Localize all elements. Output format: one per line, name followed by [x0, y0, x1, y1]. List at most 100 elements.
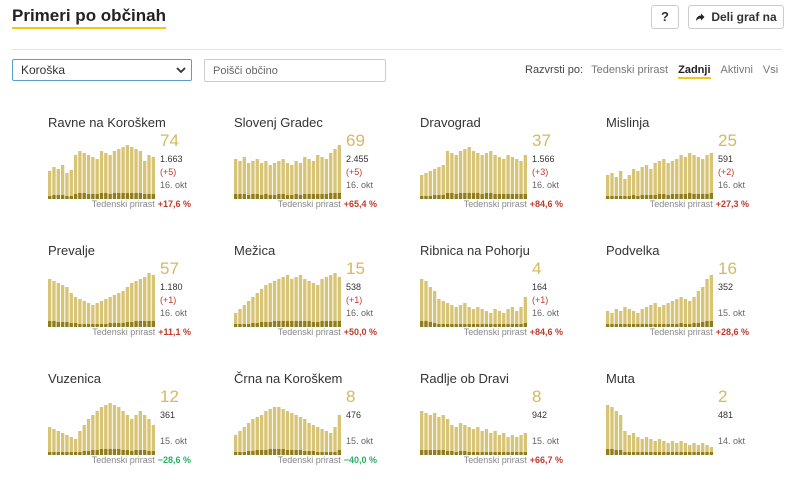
sparkline-bar	[692, 297, 696, 327]
sparkline-bar-new-cases	[454, 324, 458, 327]
last-update-date: 16. okt	[532, 180, 560, 190]
municipality-card[interactable]: Vuzenica 12 361 15. okt Tedenski prirast −28,…	[48, 371, 213, 489]
sparkline-bar-new-cases	[147, 451, 151, 455]
municipality-card[interactable]: Mežica 15 538 (+1) 16. okt Tedenski prirast +5…	[234, 243, 399, 361]
sparkline-bar	[675, 299, 679, 327]
sparkline-bar-new-cases	[234, 324, 238, 327]
municipality-card[interactable]: Muta 2 481 14. okt	[606, 371, 771, 489]
sparkline-bar-new-cases	[121, 450, 125, 455]
sparkline-bar-new-cases	[420, 196, 424, 199]
daily-delta: (+2)	[718, 167, 735, 177]
sparkline-bar	[696, 445, 701, 455]
weekly-growth-value: +28,6 %	[715, 327, 749, 337]
sparkline-bar	[294, 277, 298, 327]
sparkline-bar	[679, 441, 683, 455]
sparkline-bar	[515, 311, 519, 327]
municipality-card[interactable]: Slovenj Gradec 69 2.455 (+5) 16. okt Tedenski…	[234, 115, 399, 233]
sparkline-bar-new-cases	[234, 194, 238, 199]
daily-delta: (+5)	[160, 167, 177, 177]
municipality-card[interactable]: Ribnica na Pohorju 4 164 (+1) 16. okt Tedensk…	[420, 243, 585, 361]
sparkline-bar	[285, 411, 290, 455]
municipality-card[interactable]: Mislinja 25 591 (+2) 16. okt Tedenski prirast…	[606, 115, 771, 233]
sparkline-bar	[86, 155, 91, 199]
sparkline-bar	[692, 155, 696, 199]
sparkline-bar-new-cases	[48, 321, 52, 327]
weekly-growth-label: Tedenski prirast	[277, 199, 341, 209]
sparkline-bar	[73, 155, 78, 199]
municipality-card[interactable]: Podvelka 16 352 15. okt Tedenski prirast +28,…	[606, 243, 771, 361]
sparkline-bar-new-cases	[497, 194, 502, 199]
municipality-search-input[interactable]	[204, 59, 386, 82]
sparkline-bar	[618, 415, 623, 455]
sort-option-latest[interactable]: Zadnji	[678, 64, 711, 79]
sparkline-bar	[337, 415, 341, 455]
sparkline-bar-new-cases	[303, 321, 307, 327]
help-button[interactable]: ?	[651, 5, 679, 29]
municipality-name: Ribnica na Pohorju	[420, 243, 530, 258]
sparkline-bar	[311, 425, 316, 455]
municipality-card[interactable]: Dravograd 37 1.566 (+3) 16. okt Tedenski prir…	[420, 115, 585, 233]
total-cases: 2.455	[346, 154, 369, 164]
sparkline-bar	[627, 435, 631, 455]
municipality-card[interactable]: Črna na Koroškem 8 476 15. okt Tedenski prir…	[234, 371, 399, 489]
sparkline-bar	[104, 299, 108, 327]
weekly-growth-value: +65,4 %	[343, 199, 377, 209]
sort-option-active[interactable]: Aktivni	[720, 64, 753, 76]
municipality-sparkline	[48, 145, 155, 199]
sparkline-bar-new-cases	[606, 324, 610, 327]
sparkline-bar	[510, 435, 515, 455]
sparkline-bar	[238, 161, 242, 199]
sparkline-bar-new-cases	[65, 322, 69, 327]
sparkline-bar	[493, 431, 497, 455]
municipality-card[interactable]: Ravne na Koroškem 74 1.663 (+5) 16. okt Teden…	[48, 115, 213, 233]
sparkline-bar-new-cases	[670, 194, 675, 199]
sparkline-bar-new-cases	[506, 194, 510, 199]
weekly-growth-label: Tedenski prirast	[463, 199, 527, 209]
sparkline-bar-new-cases	[493, 194, 497, 199]
sparkline-bar	[441, 301, 445, 327]
sparkline-bar-new-cases	[91, 324, 95, 327]
sparkline-bar-new-cases	[311, 322, 316, 327]
municipality-sparkline	[420, 147, 527, 199]
sparkline-bar-new-cases	[333, 193, 337, 199]
sparkline-bar-new-cases	[73, 452, 78, 455]
sparkline-bar	[653, 303, 657, 327]
sparkline-bar-new-cases	[324, 321, 329, 327]
sparkline-bar-new-cases	[489, 193, 493, 199]
weekly-growth: Tedenski prirast +65,4 %	[278, 199, 377, 209]
sparkline-bar	[73, 439, 78, 455]
sparkline-bar	[688, 445, 692, 455]
sparkline-bar	[272, 407, 277, 455]
sparkline-bar-new-cases	[454, 452, 458, 455]
sparkline-bar-new-cases	[48, 196, 52, 199]
active-cases-count: 57	[160, 259, 179, 278]
sparkline-bar-new-cases	[515, 452, 519, 455]
municipality-sparkline	[420, 279, 527, 327]
sparkline-bar	[606, 311, 610, 327]
sparkline-bar-new-cases	[463, 193, 467, 199]
sparkline-bar	[497, 435, 502, 455]
region-select[interactable]: Koroška	[12, 59, 192, 81]
sort-option-all[interactable]: Vsi	[762, 64, 779, 76]
sparkline-bar	[476, 307, 480, 327]
sparkline-bar	[420, 279, 424, 327]
sparkline-bar	[320, 429, 324, 455]
sparkline-bar	[640, 439, 644, 455]
municipality-card[interactable]: Prevalje 57 1.180 (+1) 16. okt Tedenski prira…	[48, 243, 213, 361]
sparkline-bar-new-cases	[696, 452, 701, 455]
sparkline-bar	[688, 153, 692, 199]
sparkline-bar-new-cases	[623, 452, 627, 455]
municipality-card[interactable]: Radlje ob Dravi 8 942 15. okt Tedenski prira…	[420, 371, 585, 489]
sparkline-bar-new-cases	[104, 324, 108, 327]
sparkline-bar	[692, 443, 696, 455]
sparkline-bar	[428, 287, 432, 327]
share-button[interactable]: Deli graf na	[688, 5, 784, 29]
sort-option-weekly-growth[interactable]: Tedenski prirast	[591, 64, 669, 76]
sparkline-bar-new-cases	[143, 321, 147, 327]
sparkline-bar	[147, 273, 151, 327]
sparkline-bar-new-cases	[614, 324, 618, 327]
sparkline-bar-new-cases	[65, 452, 69, 455]
sparkline-bar-new-cases	[666, 195, 670, 199]
page-title: Primeri po občinah	[12, 6, 166, 29]
sparkline-bar	[259, 163, 264, 199]
